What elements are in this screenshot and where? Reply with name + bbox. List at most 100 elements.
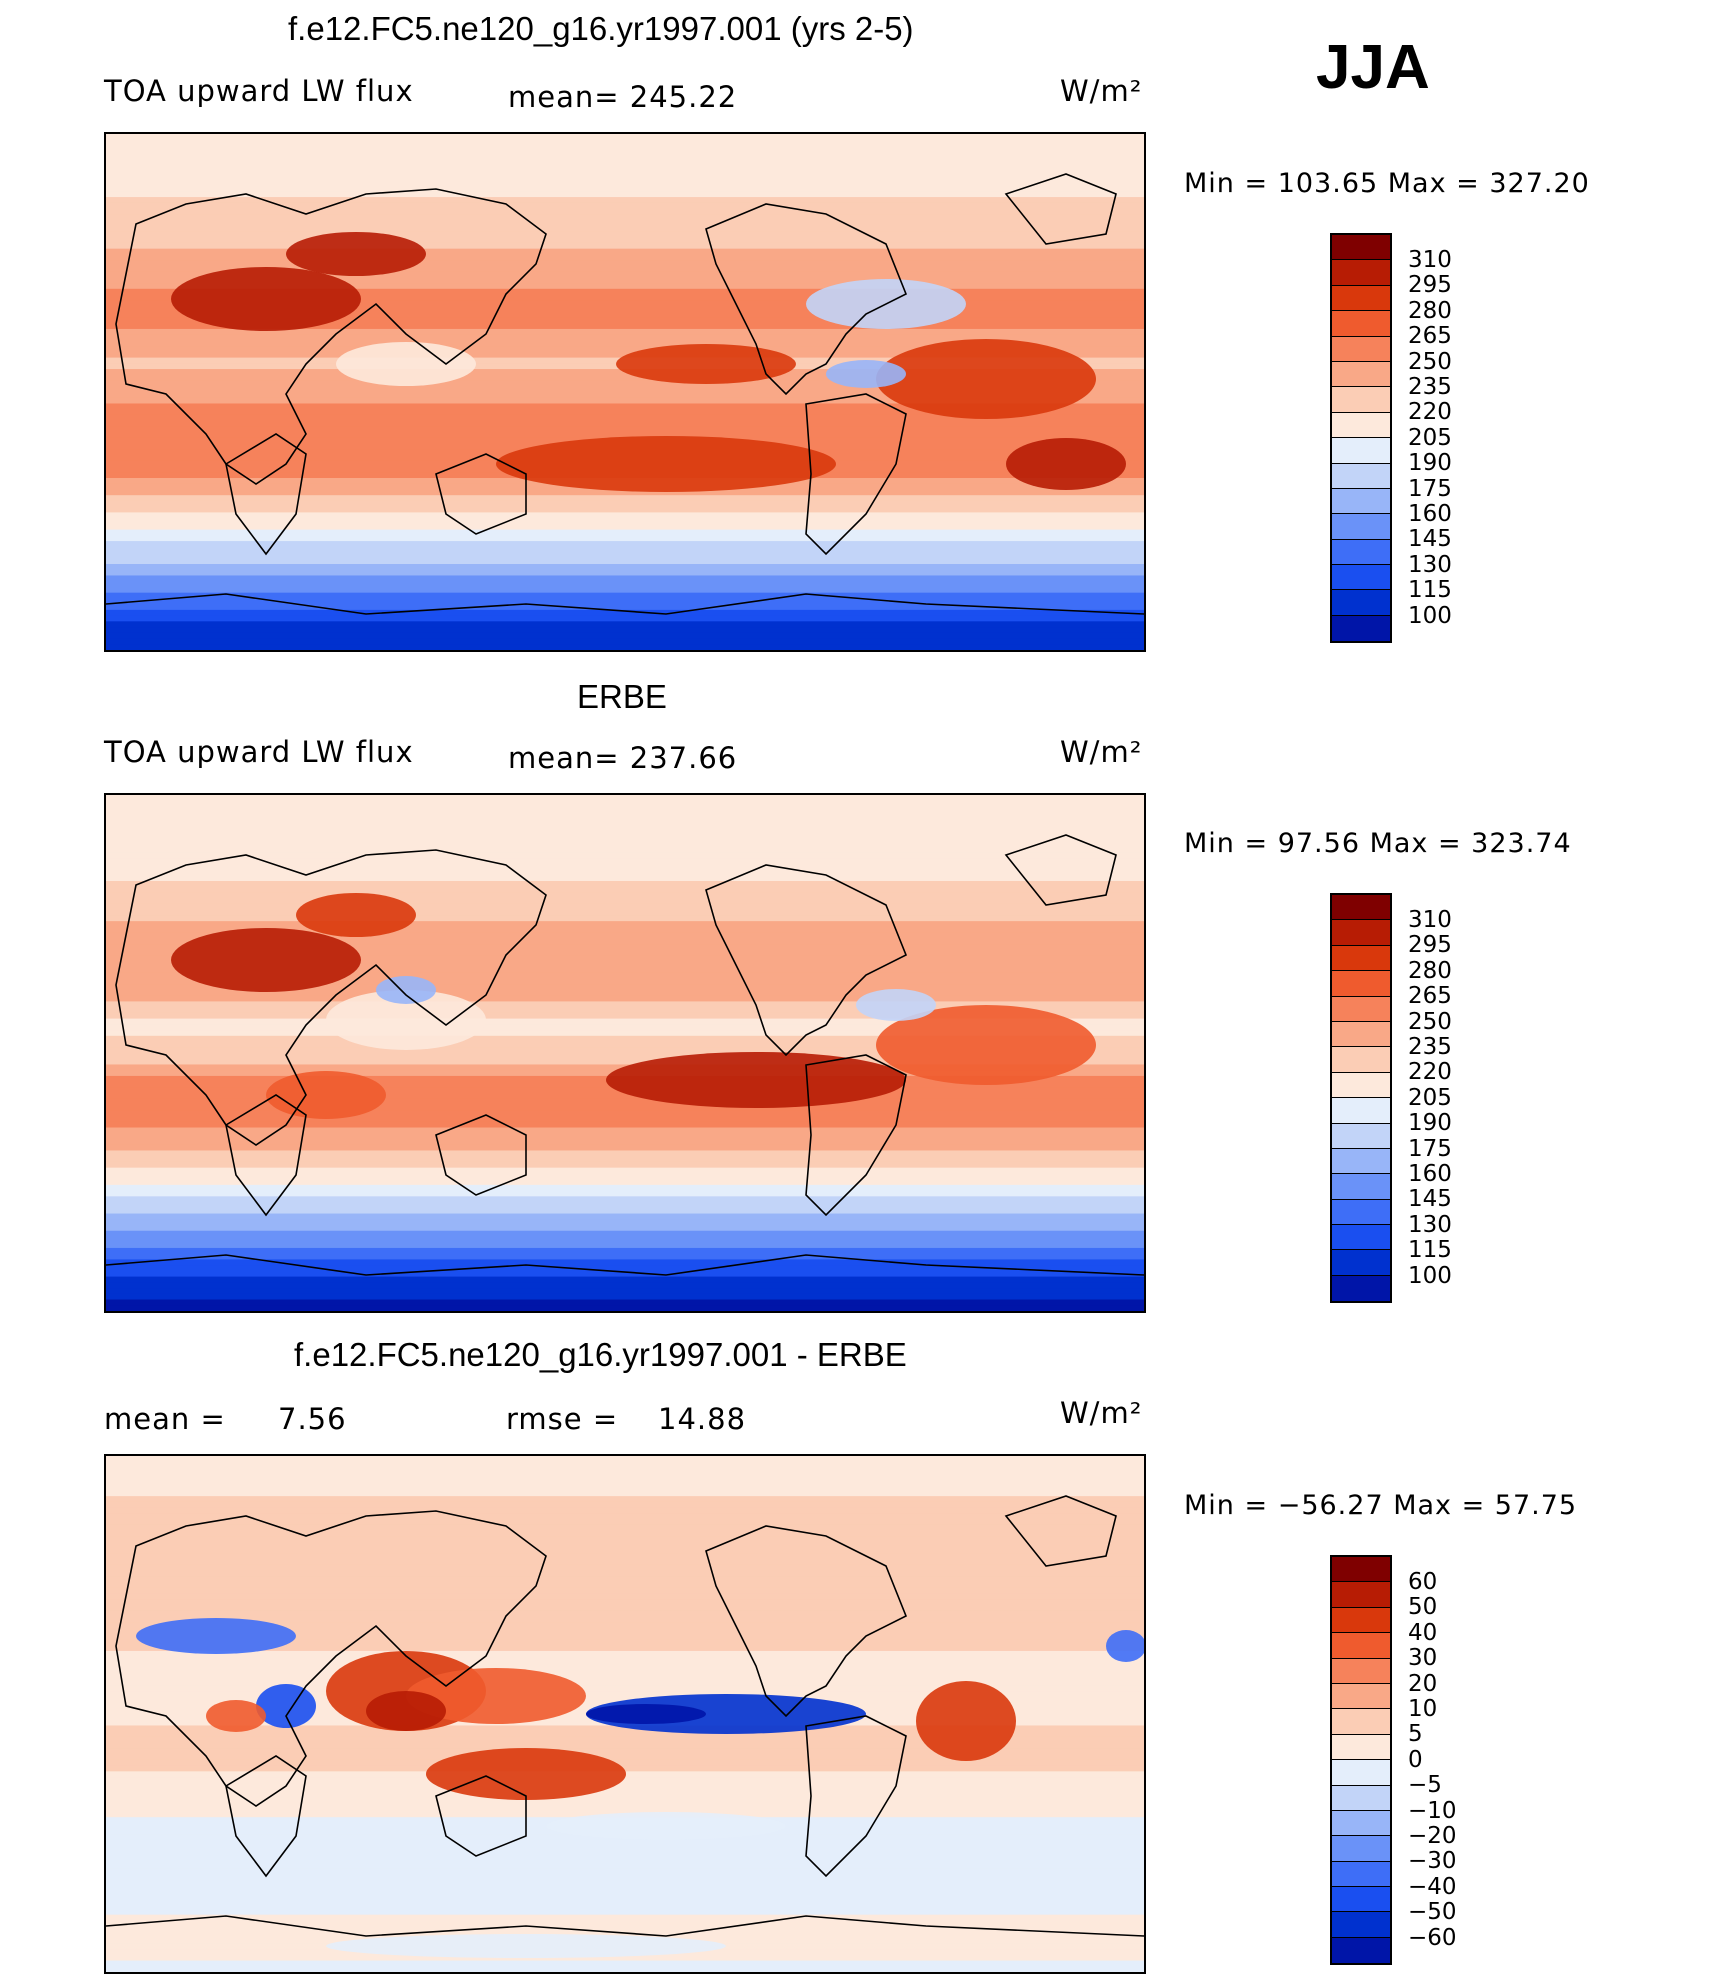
heatmap-feature	[586, 1704, 706, 1724]
colorbar-tick-label: 145	[1408, 526, 1452, 553]
heatmap-band	[106, 1012, 1144, 1020]
heatmap-band	[106, 306, 1144, 313]
heatmap-band	[106, 323, 1144, 330]
heatmap-band	[106, 1501, 1144, 1509]
heatmap-band	[106, 271, 1144, 278]
colorbar-tick-label: 20	[1408, 1670, 1438, 1697]
heatmap-band	[106, 346, 1144, 353]
coastline	[106, 593, 1144, 615]
heatmap-band	[106, 1542, 1144, 1549]
panel3-mean-value: 7.56	[278, 1402, 347, 1436]
heatmap-band	[106, 558, 1144, 565]
heatmap-feature	[856, 989, 936, 1021]
heatmap-band	[106, 506, 1144, 513]
heatmap-band	[106, 1857, 1144, 1864]
colorbar-swatch	[1332, 1912, 1390, 1938]
colorbar-tick-label: 310	[1408, 246, 1452, 273]
colorbar-swatch	[1332, 1123, 1390, 1149]
panel1-title: f.e12.FC5.ne120_g16.yr1997.001 (yrs 2-5)	[288, 10, 914, 47]
heatmap-band	[106, 145, 1144, 152]
heatmap-band	[106, 1018, 1144, 1025]
heatmap-band	[106, 972, 1144, 980]
colorbar-swatch	[1332, 387, 1390, 413]
heatmap-band	[106, 795, 1144, 802]
heatmap-band	[106, 978, 1144, 985]
heatmap-band	[106, 277, 1144, 284]
coastline	[115, 1510, 547, 1807]
heatmap-band	[106, 1536, 1144, 1543]
heatmap-feature	[256, 1684, 316, 1728]
colorbar-swatch	[1332, 1174, 1390, 1200]
heatmap-band	[106, 1759, 1144, 1767]
heatmap-band	[106, 1685, 1144, 1692]
heatmap-band	[106, 1725, 1144, 1732]
colorbar-swatch	[1332, 895, 1390, 921]
heatmap-band	[106, 892, 1144, 899]
heatmap-band	[106, 1133, 1144, 1140]
colorbar-swatch	[1332, 1658, 1390, 1684]
heatmap-band	[106, 881, 1144, 888]
heatmap-band	[106, 1001, 1144, 1008]
heatmap-band	[106, 829, 1144, 836]
heatmap-feature	[286, 232, 426, 276]
coastline	[805, 1054, 907, 1217]
heatmap-band	[106, 1507, 1144, 1514]
coastline	[705, 864, 908, 1057]
heatmap-band	[106, 1035, 1144, 1043]
heatmap-band	[106, 1053, 1144, 1060]
colorbar-swatch	[1332, 336, 1390, 362]
heatmap-band	[106, 340, 1144, 347]
heatmap-feature	[171, 928, 361, 992]
colorbar-swatch	[1332, 1047, 1390, 1073]
heatmap-band	[106, 552, 1144, 559]
panel3-units: W/m²	[1060, 1396, 1143, 1430]
panel1-colorbar	[1330, 233, 1392, 644]
colorbar-swatch	[1332, 615, 1390, 642]
heatmap-band	[106, 248, 1144, 255]
heatmap-band	[106, 1593, 1144, 1600]
colorbar-tick-label: −20	[1408, 1822, 1457, 1849]
heatmap-band	[106, 1777, 1144, 1784]
colorbar-swatch	[1332, 285, 1390, 312]
colorbar-swatch	[1332, 539, 1390, 566]
heatmap-band	[106, 632, 1144, 640]
coastline	[435, 453, 527, 535]
heatmap-band	[106, 1270, 1144, 1278]
heatmap-band	[106, 1622, 1144, 1629]
panel3-heatmap	[106, 1456, 1144, 1972]
heatmap-band	[106, 984, 1144, 991]
heatmap-band	[106, 858, 1144, 865]
heatmap-band	[106, 1874, 1144, 1881]
panel1-minmax: Min = 103.65 Max = 327.20	[1184, 168, 1590, 199]
heatmap-band	[106, 1628, 1144, 1635]
heatmap-band	[106, 944, 1144, 951]
colorbar-tick-label: −40	[1408, 1873, 1457, 1900]
heatmap-band	[106, 1880, 1144, 1887]
heatmap-band	[106, 840, 1144, 848]
heatmap-band	[106, 1931, 1144, 1939]
season-label: JJA	[1316, 33, 1430, 102]
panel2-units: W/m²	[1060, 735, 1143, 769]
heatmap-band	[106, 1696, 1144, 1704]
colorbar-tick-label: 175	[1408, 475, 1452, 502]
colorbar-tick-label: 220	[1408, 1059, 1452, 1086]
heatmap-band	[106, 800, 1144, 808]
heatmap-band	[106, 300, 1144, 307]
heatmap-band	[106, 1173, 1144, 1180]
heatmap-band	[106, 495, 1144, 502]
heatmap-band	[106, 1679, 1144, 1686]
heatmap-band	[106, 869, 1144, 876]
heatmap-band	[106, 1788, 1144, 1795]
heatmap-band	[106, 231, 1144, 238]
heatmap-band	[106, 898, 1144, 905]
panel3-colorbar	[1330, 1555, 1392, 1966]
heatmap-band	[106, 1914, 1144, 1921]
colorbar-tick-label: 280	[1408, 297, 1452, 324]
colorbar-tick-label: −30	[1408, 1848, 1457, 1875]
coastline	[225, 1755, 307, 1878]
colorbar-swatch	[1332, 260, 1390, 286]
heatmap-band	[106, 1225, 1144, 1232]
heatmap-band	[106, 1742, 1144, 1749]
heatmap-band	[106, 386, 1144, 393]
heatmap-band	[106, 409, 1144, 416]
